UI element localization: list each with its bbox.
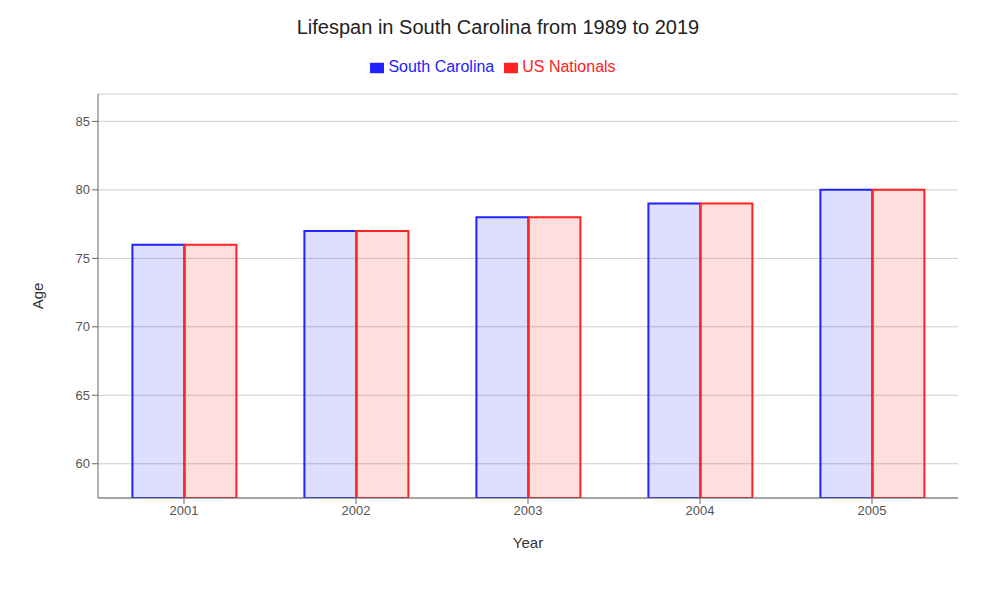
- html-text:South Carolina: South Carolina: [388, 58, 495, 75]
- svg-text:85: 85: [76, 114, 90, 129]
- svg-text:Year: Year: [513, 534, 543, 551]
- svg-text:2002: 2002: [342, 503, 371, 518]
- svg-text:Age: Age: [29, 283, 46, 310]
- svg-text:2001: 2001: [170, 503, 199, 518]
- svg-text:2005: 2005: [858, 503, 887, 518]
- svg-text:80: 80: [76, 182, 90, 197]
- svg-text:2004: 2004: [686, 503, 715, 518]
- html-text:Lifespan in South Carolina fro: Lifespan in South Carolina from 1989 to …: [296, 16, 700, 38]
- svg-text:60: 60: [76, 456, 90, 471]
- svg-text:2003: 2003: [514, 503, 543, 518]
- html-text:US Nationals: US Nationals: [522, 58, 616, 75]
- svg-text:75: 75: [76, 251, 90, 266]
- svg-text:70: 70: [76, 319, 90, 334]
- svg-text:65: 65: [76, 388, 90, 403]
